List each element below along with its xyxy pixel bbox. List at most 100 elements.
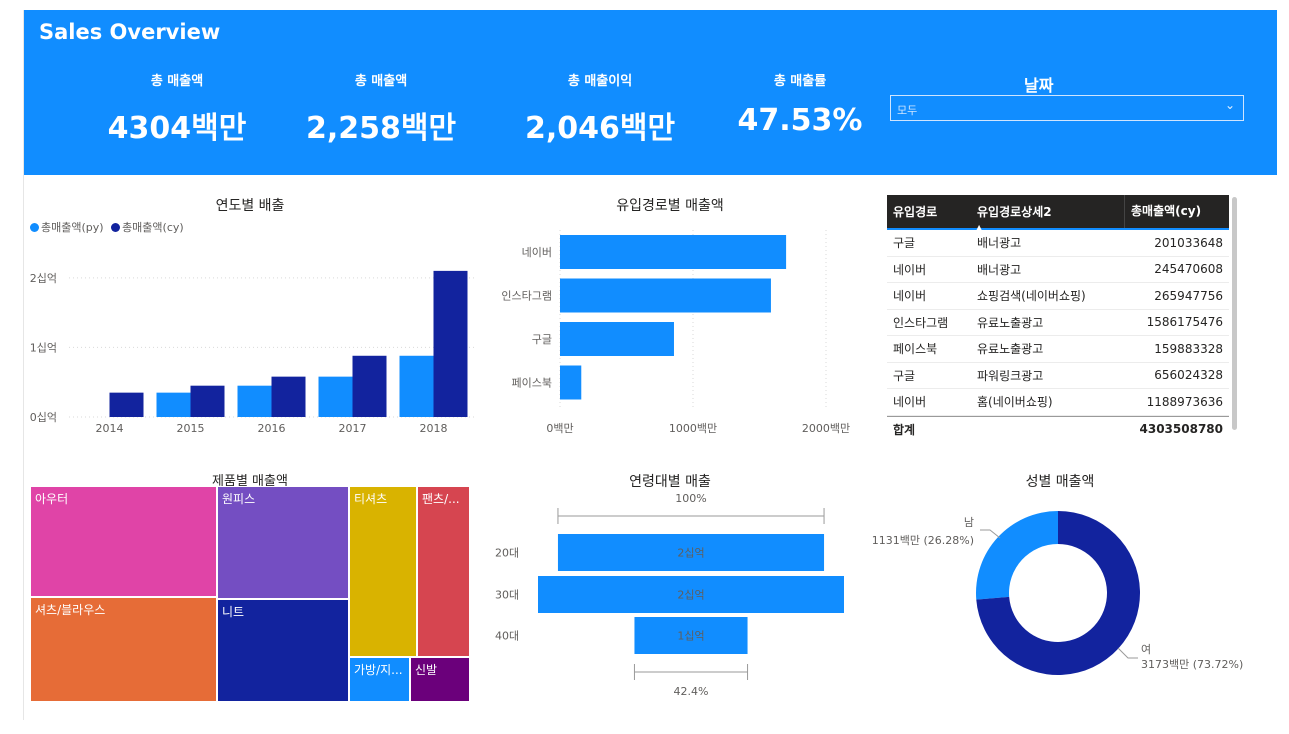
funnel-bar-20대[interactable] <box>557 534 825 571</box>
gender-chart-title: 성별 매출액 <box>1025 474 1095 490</box>
legend-dot-py-icon <box>30 223 39 232</box>
year-chart-legend[interactable]: 총매출액(py) 총매출액(cy) <box>30 219 184 235</box>
treemap-cell-bags[interactable]: 가방/지... <box>349 657 410 702</box>
legend-item-py: 총매출액(py) <box>41 221 104 234</box>
gender-donut-chart[interactable]: 남 1131백만 (26.28%) 여 3173백만 (73.72%) <box>870 490 1270 705</box>
x-tick-label: 1000백만 <box>669 422 717 435</box>
bar-네이버[interactable] <box>560 235 787 269</box>
y-tick-label: 2십억 <box>30 272 57 285</box>
column-header-label: 유입경로상세2 <box>977 205 1052 219</box>
y-tick-label: 페이스북 <box>512 377 552 390</box>
table-body: 구글 배너광고 201033648 네이버 배너광고 245470608 네이버 쇼핑검색(네… <box>887 230 1229 416</box>
table-cell: 159883328 <box>1154 341 1223 356</box>
legend-dot-cy-icon <box>111 223 121 232</box>
treemap-cell-dress[interactable]: 원피스 <box>217 486 349 599</box>
bar-cy-2017[interactable] <box>352 355 387 417</box>
treemap-cell-knit[interactable]: 니트 <box>217 599 349 702</box>
donut-slice-여[interactable] <box>976 511 1140 675</box>
donut-data-label: 1131백만 (26.28%) <box>872 534 974 547</box>
table-row[interactable]: 구글 파워링크광고 656024328 <box>887 363 1229 389</box>
bar-cy-2014[interactable] <box>109 392 144 417</box>
funnel-bar-30대[interactable] <box>538 576 844 613</box>
x-tick-label: 2016 <box>258 422 286 435</box>
kpi-value: 2,046백만 <box>524 111 676 146</box>
column-header-channel[interactable]: 유입경로 <box>893 205 938 219</box>
table-row[interactable]: 네이버 홈(네이버쇼핑) 1188973636 <box>887 389 1229 416</box>
y-tick-label: 인스타그램 <box>501 290 552 303</box>
donut-slice-남[interactable] <box>976 511 1058 600</box>
x-tick-label: 2000백만 <box>802 422 850 435</box>
table-row[interactable]: 구글 배너광고 201033648 <box>887 230 1229 257</box>
treemap-cell-outer[interactable]: 아우터 <box>30 486 217 597</box>
bar-페이스북[interactable] <box>560 365 582 400</box>
funnel-top-percent: 100% <box>675 492 706 505</box>
donut-category-label: 남 <box>964 516 974 529</box>
table-scrollbar[interactable] <box>1232 197 1237 430</box>
table-cell: 네이버 <box>893 395 927 410</box>
y-tick-label: 네이버 <box>522 246 552 259</box>
treemap-cell-shoes[interactable]: 신발 <box>410 657 470 702</box>
kpi-card-gross-profit[interactable]: 총 매출이익 2,046백만 <box>505 70 695 147</box>
column-header-channel-detail[interactable]: 유입경로상세2 ▲ <box>972 203 1124 232</box>
table-cell: 유료노출광고 <box>977 342 1044 357</box>
funnel-data-label: 1십억 <box>677 630 704 643</box>
year-bar-chart[interactable]: 0십억 1십억 2십억 2014 2015 2016 2017 2018 <box>24 240 480 440</box>
channel-detail-table[interactable]: 유입경로 유입경로상세2 ▲ 총매출액(cy) 구글 배너광고 201033648 네… <box>887 195 1229 442</box>
column-header-sales[interactable]: 총매출액(cy) <box>1124 195 1229 228</box>
kpi-label: 총 매출률 <box>773 74 827 89</box>
bar-py-2017[interactable] <box>318 376 353 417</box>
treemap-cell-tshirt[interactable]: 티셔츠 <box>349 486 417 657</box>
table-cell: 파워링크광고 <box>977 368 1044 383</box>
bar-py-2015[interactable] <box>156 392 191 417</box>
table-cell: 쇼핑검색(네이버쇼핑) <box>977 289 1086 304</box>
bar-cy-2015[interactable] <box>190 385 225 417</box>
chevron-down-icon: ⌄ <box>1224 98 1235 112</box>
total-value: 4303508780 <box>1139 422 1224 437</box>
table-cell: 네이버 <box>893 289 927 304</box>
table-header-row: 유입경로 유입경로상세2 ▲ 총매출액(cy) <box>887 195 1229 232</box>
funnel-bar-40대[interactable] <box>634 617 748 654</box>
x-tick-label: 0백만 <box>546 422 573 435</box>
bar-구글[interactable] <box>560 322 674 356</box>
bar-py-2016[interactable] <box>237 385 272 417</box>
table-row[interactable]: 네이버 배너광고 245470608 <box>887 257 1229 283</box>
treemap-cell-shirts[interactable]: 셔츠/블라우스 <box>30 597 217 702</box>
funnel-data-label: 2십억 <box>677 547 704 560</box>
kpi-value: 2,258백만 <box>305 111 457 146</box>
treemap-title: 제품별 매출액 <box>212 474 288 489</box>
total-label: 합계 <box>893 422 916 437</box>
table-row[interactable]: 페이스북 유료노출광고 159883328 <box>887 336 1229 363</box>
bar-cy-2018[interactable] <box>433 270 468 417</box>
kpi-card-total-sales[interactable]: 총 매출액 4304백만 <box>82 70 272 147</box>
table-cell: 구글 <box>893 236 916 251</box>
table-row[interactable]: 인스타그램 유료노출광고 1586175476 <box>887 310 1229 336</box>
funnel-category-label: 40대 <box>495 630 519 643</box>
x-tick-label: 2014 <box>96 422 124 435</box>
table-cell: 네이버 <box>893 262 927 277</box>
table-cell: 배너광고 <box>977 236 1022 251</box>
age-funnel-chart[interactable]: 100% 2십억 20대 2십억 30대 1십억 40대 42.4% <box>490 490 860 705</box>
donut-category-label: 여 <box>1141 643 1151 656</box>
table-cell: 홈(네이버쇼핑) <box>977 395 1053 410</box>
header-banner: Sales Overview 총 매출액 4304백만 총 매출액 2,258백… <box>24 10 1277 175</box>
kpi-label: 총 매출액 <box>354 74 408 89</box>
table-cell: 1188973636 <box>1146 394 1223 409</box>
kpi-value: 4304백만 <box>107 111 247 146</box>
x-tick-label: 2017 <box>339 422 367 435</box>
date-slicer-dropdown[interactable]: 모두 ⌄ <box>890 95 1244 121</box>
y-tick-label: 1십억 <box>30 341 57 354</box>
y-tick-label: 구글 <box>532 333 552 346</box>
kpi-card-total-sales-2[interactable]: 총 매출액 2,258백만 <box>286 70 476 147</box>
y-tick-label: 0십억 <box>30 411 57 424</box>
bar-인스타그램[interactable] <box>560 278 771 313</box>
treemap-cell-pants[interactable]: 팬츠/... <box>417 486 470 657</box>
year-chart-title: 연도별 배출 <box>215 198 285 214</box>
table-cell: 201033648 <box>1154 235 1223 250</box>
table-row[interactable]: 네이버 쇼핑검색(네이버쇼핑) 265947756 <box>887 283 1229 310</box>
bar-cy-2016[interactable] <box>271 376 306 417</box>
product-treemap[interactable]: 아우터 원피스 티셔츠 팬츠/... 셔츠/블라우스 니트 가방/지... 신발 <box>30 486 470 702</box>
bar-py-2018[interactable] <box>399 355 434 417</box>
kpi-card-margin-rate[interactable]: 총 매출률 47.53% <box>705 70 895 138</box>
table-total-row: 합계 4303508780 <box>887 415 1229 443</box>
